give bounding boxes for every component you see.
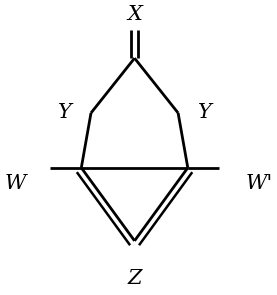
Text: Y: Y	[58, 104, 72, 122]
Text: Y: Y	[198, 104, 211, 122]
Text: W: W	[4, 174, 26, 193]
Text: Z: Z	[127, 269, 142, 288]
Text: X: X	[127, 6, 142, 24]
Text: W': W'	[246, 174, 273, 193]
